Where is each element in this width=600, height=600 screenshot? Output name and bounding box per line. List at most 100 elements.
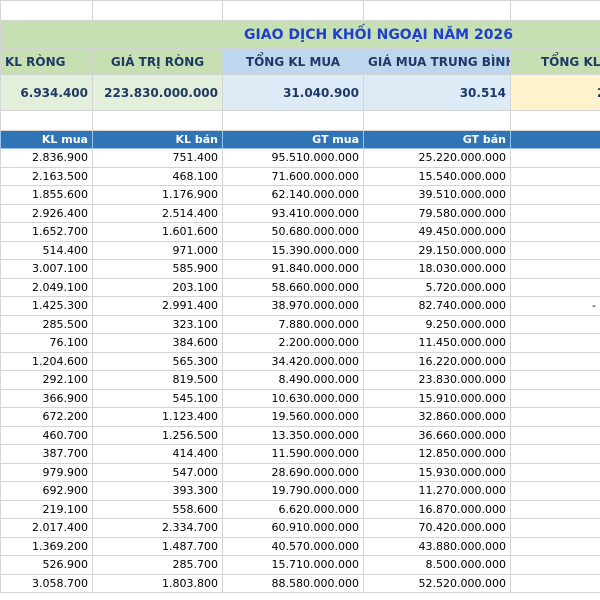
title-row: GIAO DỊCH KHỐI NGOẠI NĂM 2026	[0, 20, 600, 49]
table-cell: 585.900	[92, 259, 223, 279]
table-cell: 70.420.000.000	[363, 518, 511, 538]
column-header: KL mua	[0, 130, 93, 149]
cell	[510, 130, 600, 149]
cell	[363, 0, 511, 21]
table-cell: 2.017.400	[0, 518, 93, 538]
table-cell: 82.740.000.000	[363, 296, 511, 316]
cell	[510, 333, 600, 353]
row: 3.007.100 585.900 91.840.000.000 18.030.000…	[0, 259, 600, 279]
row	[0, 110, 600, 131]
table-cell: 60.910.000.000	[222, 518, 364, 538]
row: 1.204.600 565.300 34.420.000.000 16.220.000…	[0, 351, 600, 371]
table-cell: 2.836.900	[0, 148, 93, 168]
table-cell: 692.900	[0, 481, 93, 501]
table-cell: 49.450.000.000	[363, 222, 511, 242]
cell	[510, 573, 600, 593]
row: 979.900 547.000 28.690.000.000 15.930.000.0…	[0, 462, 600, 482]
cell	[510, 351, 600, 371]
table-cell: 219.100	[0, 499, 93, 519]
cell	[510, 314, 600, 334]
row: 2.926.400 2.514.400 93.410.000.000 79.580.0…	[0, 203, 600, 223]
cell	[510, 462, 600, 482]
table-cell: 971.000	[92, 240, 223, 260]
table-cell: 19.560.000.000	[222, 407, 364, 427]
row: 2.163.500 468.100 71.600.000.000 15.540.000…	[0, 166, 600, 186]
table-cell: 1.425.300	[0, 296, 93, 316]
row: 6.934.400 223.830.000.000 31.040.900 30.514…	[0, 74, 600, 111]
table-cell: 88.580.000.000	[222, 573, 364, 593]
row: 3.058.700 1.803.800 88.580.000.000 52.520.0…	[0, 573, 600, 593]
table-cell: 34.420.000.000	[222, 351, 364, 371]
cell	[510, 277, 600, 297]
table-cell: 32.860.000.000	[363, 407, 511, 427]
table-cell: 672.200	[0, 407, 93, 427]
row: 2.836.900 751.400 95.510.000.000 25.220.000…	[0, 148, 600, 168]
cell	[510, 425, 600, 445]
cell	[222, 0, 364, 21]
cell	[510, 203, 600, 223]
cell	[510, 481, 600, 501]
table-cell: 52.520.000.000	[363, 573, 511, 593]
row: KL mua KL bán GT mua GT bán	[0, 130, 600, 149]
cell	[510, 240, 600, 260]
table-cell: 58.660.000.000	[222, 277, 364, 297]
table-cell: 15.540.000.000	[363, 166, 511, 186]
cell	[510, 259, 600, 279]
table-cell: 3.058.700	[0, 573, 93, 593]
table-cell: 15.710.000.000	[222, 555, 364, 575]
cell	[0, 110, 93, 131]
table-cell: 79.580.000.000	[363, 203, 511, 223]
table-cell: 1.803.800	[92, 573, 223, 593]
cell	[92, 110, 223, 131]
table-cell: 19.790.000.000	[222, 481, 364, 501]
table-cell: 9.250.000.000	[363, 314, 511, 334]
table-cell: 460.700	[0, 425, 93, 445]
row: 1.369.200 1.487.700 40.570.000.000 43.880.0…	[0, 536, 600, 556]
row: 1.652.700 1.601.600 50.680.000.000 49.450.0…	[0, 222, 600, 242]
cell	[510, 499, 600, 519]
table-cell: 12.850.000.000	[363, 444, 511, 464]
table-cell: 2.926.400	[0, 203, 93, 223]
table-cell: 76.100	[0, 333, 93, 353]
summary-value: 223.830.000.000	[92, 74, 223, 111]
table-cell: 323.100	[92, 314, 223, 334]
cell	[510, 110, 600, 131]
table-cell: 15.910.000.000	[363, 388, 511, 408]
summary-header: KL RÒNG	[0, 48, 93, 75]
table-cell: 11.590.000.000	[222, 444, 364, 464]
row	[0, 0, 600, 21]
table-cell: 71.600.000.000	[222, 166, 364, 186]
table-cell: 11.450.000.000	[363, 333, 511, 353]
cell	[510, 166, 600, 186]
cell	[510, 407, 600, 427]
row: 2.049.100 203.100 58.660.000.000 5.720.000.…	[0, 277, 600, 297]
summary-value: 24	[510, 74, 600, 111]
sheet-title: GIAO DỊCH KHỐI NGOẠI NĂM 2026	[0, 20, 600, 49]
table-cell: 2.334.700	[92, 518, 223, 538]
table-cell: 38.970.000.000	[222, 296, 364, 316]
table-cell: 95.510.000.000	[222, 148, 364, 168]
column-header: KL bán	[92, 130, 223, 149]
table-cell: 384.600	[92, 333, 223, 353]
row: 366.900 545.100 10.630.000.000 15.910.000.0…	[0, 388, 600, 408]
table-cell: 2.049.100	[0, 277, 93, 297]
table-cell: 1.855.600	[0, 185, 93, 205]
table-cell: 751.400	[92, 148, 223, 168]
table-cell: 62.140.000.000	[222, 185, 364, 205]
column-header: GT bán	[363, 130, 511, 149]
table-cell: 13.350.000.000	[222, 425, 364, 445]
row: 1.425.300 2.991.400 38.970.000.000 82.740.0…	[0, 296, 600, 316]
cell	[510, 370, 600, 390]
row: KL RÒNG GIÁ TRỊ RÒNG TỔNG KL MUA GIÁ MUA TR…	[0, 48, 600, 75]
table-cell: 16.220.000.000	[363, 351, 511, 371]
table-cell: 979.900	[0, 462, 93, 482]
table-cell: 387.700	[0, 444, 93, 464]
table-cell: 6.620.000.000	[222, 499, 364, 519]
table-cell: 15.930.000.000	[363, 462, 511, 482]
table-cell: 1.204.600	[0, 351, 93, 371]
table-cell: 414.400	[92, 444, 223, 464]
table-cell: 2.163.500	[0, 166, 93, 186]
